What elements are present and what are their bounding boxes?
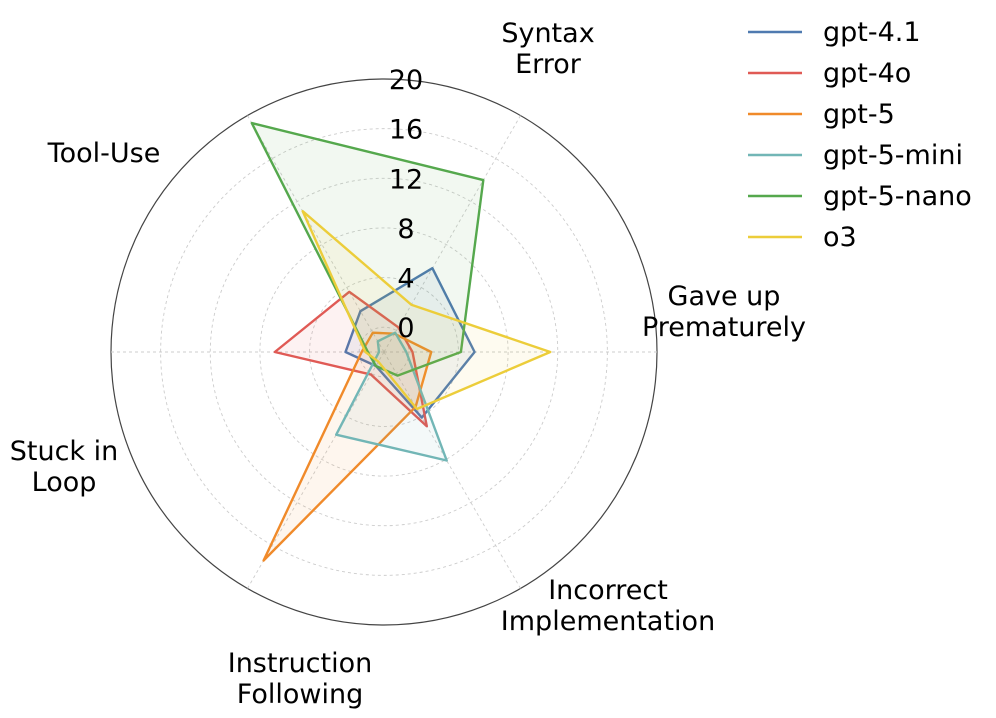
legend-label: gpt-5	[823, 99, 895, 130]
series-line-gpt-5-nano	[250, 121, 485, 377]
axis-label: Implementation	[501, 606, 715, 637]
grid-ring	[209, 177, 559, 527]
radial-tick-label: 20	[389, 65, 423, 96]
axis-label: Prematurely	[642, 312, 806, 343]
axis-label: Gave up	[668, 281, 781, 312]
legend-label: gpt-5-mini	[823, 140, 963, 171]
axis-label: Syntax	[501, 18, 594, 49]
radar-series	[250, 121, 552, 562]
radial-tick-label: 8	[397, 214, 414, 245]
radial-tick-label: 0	[397, 313, 414, 344]
series-line-gpt-5-mini	[335, 331, 448, 462]
radial-tick-label: 12	[389, 164, 423, 195]
axis-label: Error	[515, 49, 582, 80]
axis-label: Incorrect	[548, 575, 668, 606]
radial-tick-labels: 0 4 8 12 16 20	[389, 65, 423, 344]
series-line-gpt-4o	[273, 290, 428, 428]
legend: gpt-4.1 gpt-4o gpt-5 gpt-5-mini gpt-5-nano o3	[748, 17, 972, 253]
series-fill-gpt-4-1	[345, 268, 475, 418]
legend-label: gpt-5-nano	[823, 181, 972, 212]
series-line-gpt-5	[262, 331, 433, 562]
axis-label: Following	[237, 679, 363, 710]
series-fill-gpt-5	[263, 332, 432, 561]
series-fill-gpt-5-nano	[251, 123, 484, 376]
legend-label: o3	[823, 222, 857, 253]
series-line-o3	[301, 209, 552, 411]
legend-label: gpt-4o	[823, 58, 911, 89]
axis-label: Loop	[32, 467, 97, 498]
series-fill-gpt-4o	[274, 291, 427, 427]
axis-label: Tool-Use	[47, 138, 161, 169]
radial-tick-label: 16	[389, 115, 423, 146]
legend-label: gpt-4.1	[823, 17, 921, 48]
axis-label: Stuck in	[10, 436, 119, 467]
series-fill-gpt-5-mini	[336, 332, 447, 461]
radial-tick-label: 4	[397, 264, 414, 295]
axis-label: Instruction	[228, 648, 373, 679]
grid-ring	[259, 227, 509, 477]
